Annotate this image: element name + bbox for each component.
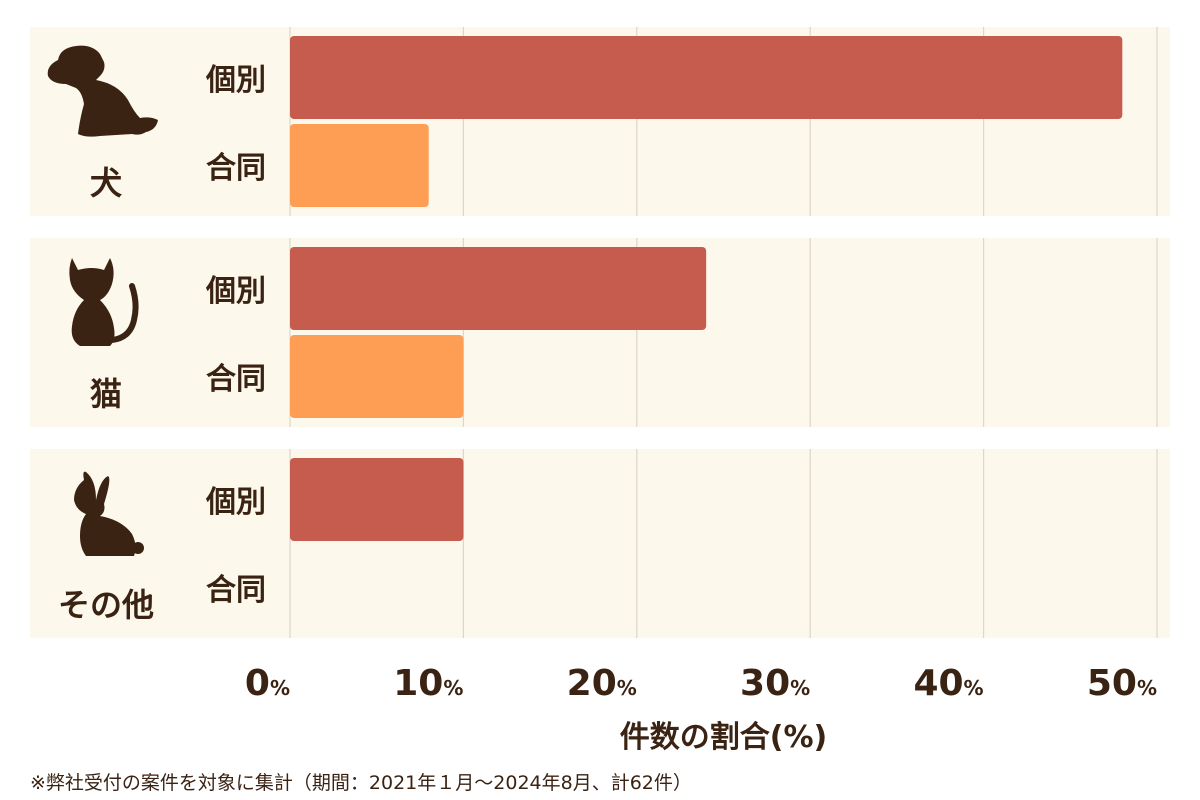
bar-合同-猫 [290, 335, 464, 418]
series-label: 個別 [205, 63, 266, 98]
rabbit-body [74, 471, 136, 556]
bar-個別-犬 [290, 36, 1123, 119]
x-tick-label: 30% [740, 663, 810, 704]
x-tick-label: 20% [567, 663, 637, 704]
cat-icon [69, 258, 139, 346]
rabbit-tail [132, 542, 144, 554]
dog-body [47, 45, 158, 137]
dog-icon [47, 45, 158, 137]
x-tick-label: 40% [913, 663, 983, 704]
series-label: 個別 [205, 274, 266, 309]
x-axis-label: 件数の割合(%) [619, 720, 828, 755]
group-label: 猫 [90, 375, 122, 413]
x-tick-label: 10% [393, 663, 463, 704]
group-label: 犬 [90, 164, 122, 202]
series-label: 合同 [206, 362, 266, 397]
cat-tail [109, 283, 139, 343]
series-label: 個別 [205, 485, 266, 520]
x-tick-label: 0% [245, 663, 290, 704]
series-label: 合同 [206, 151, 266, 186]
x-tick-label: 50% [1087, 663, 1157, 704]
footnote: ※弊社受付の案件を対象に集計（期間：2021年１月〜2024年8月、計62件） [30, 772, 692, 794]
bar-個別-猫 [290, 247, 707, 330]
group-panel [30, 449, 1170, 638]
bar-個別-その他 [290, 458, 464, 541]
group-label: その他 [58, 586, 154, 624]
rabbit-icon [74, 471, 144, 556]
series-label: 合同 [206, 573, 266, 608]
cat-body [69, 258, 115, 346]
bar-合同-犬 [290, 124, 429, 207]
